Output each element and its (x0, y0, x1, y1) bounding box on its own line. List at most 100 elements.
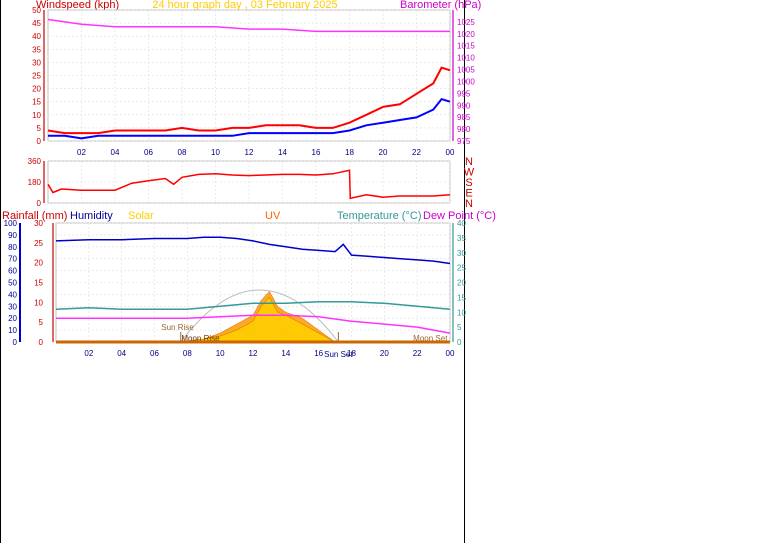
legend-entry: Temperature (°C) (337, 210, 421, 222)
direction-tick-label: 360 (28, 157, 42, 166)
compass-label: N (465, 156, 473, 168)
rainfall-tick-label: 10 (34, 298, 43, 307)
x-tick-label: 16 (314, 349, 323, 358)
humidity-tick-label: 10 (8, 326, 17, 335)
temperature-tick-label: 10 (457, 308, 466, 317)
legend-entry: UV (265, 210, 281, 222)
humidity-tick-label: 30 (8, 302, 17, 311)
windspeed-tick-label: 35 (32, 45, 41, 54)
barometer-axis-title: Barometer (hPa) (400, 0, 481, 11)
windspeed-tick-label: 5 (37, 124, 42, 133)
windspeed-tick-label: 40 (32, 32, 41, 41)
windspeed-tick-label: 15 (32, 98, 41, 107)
rainfall-tick-label: 0 (39, 338, 44, 347)
legend-entry: Humidity (70, 210, 113, 222)
humidity-tick-label: 80 (8, 243, 17, 252)
humidity-tick-labels: 0 10 20 30 40 50 60 70 80 90 100 (4, 219, 18, 347)
x-tick-label: 04 (117, 349, 126, 358)
barometer-tick-label: 1010 (457, 54, 475, 63)
barometer-tick-label: 1000 (457, 77, 475, 86)
x-tick-label: 00 (446, 148, 455, 157)
x-tick-label: 08 (183, 349, 192, 358)
x-tick-label: 20 (379, 148, 388, 157)
solar-uv-fill (179, 296, 336, 343)
windspeed-tick-label: 0 (37, 137, 42, 146)
x-tick-label: 08 (178, 148, 187, 157)
temperature-tick-label: 25 (457, 264, 466, 273)
barometer-tick-label: 1025 (457, 18, 475, 27)
x-tick-label: 16 (312, 148, 321, 157)
panel3-series-line (55, 301, 451, 311)
panel3-legend: Rainfall (mm) Humidity Solar UV Temperature … (2, 210, 496, 222)
chart-title: 24 hour graph day , 03 February 2025 (152, 0, 337, 11)
barometer-tick-label: 985 (457, 113, 471, 122)
temperature-tick-label: 40 (457, 219, 466, 228)
windspeed-tick-label: 50 (32, 6, 41, 15)
compass-label: N (465, 198, 473, 210)
humidity-tick-label: 50 (8, 279, 17, 288)
humidity-tick-label: 90 (8, 231, 17, 240)
windspeed-axis-title: Windspeed (kph) (36, 0, 119, 11)
windspeed-tick-label: 20 (32, 85, 41, 94)
rainfall-tick-label: 5 (39, 318, 44, 327)
x-tick-label: 18 (345, 148, 354, 157)
humidity-tick-label: 100 (4, 219, 18, 228)
humidity-tick-label: 60 (8, 267, 17, 276)
humidity-tick-label: 40 (8, 290, 17, 299)
windspeed-tick-labels: 0 5 10 15 20 25 30 35 40 45 50 (32, 6, 41, 146)
x-tick-label: 14 (278, 148, 287, 157)
windspeed-tick-label: 25 (32, 72, 41, 81)
windspeed-tick-label: 30 (32, 58, 41, 67)
temperature-tick-label: 35 (457, 234, 466, 243)
windspeed-tick-label: 10 (32, 111, 41, 120)
x-tick-label: 06 (150, 349, 159, 358)
sun-moon-annotations: Sun Rise Moon Rise Sun Set Moon Set (161, 323, 448, 359)
x-tick-label: 02 (77, 148, 86, 157)
annotation-label: Sun Rise (161, 323, 194, 332)
legend-entry: Dew Point (°C) (423, 210, 496, 222)
annotation-label: Sun Set (324, 350, 353, 359)
panel3-x-tick-labels: 02 04 06 08 10 12 14 16 18 20 22 00 (84, 349, 455, 358)
panel2-grid (48, 160, 451, 204)
legend-entry: Solar (128, 210, 154, 222)
x-tick-label: 20 (380, 349, 389, 358)
humidity-tick-label: 0 (13, 338, 18, 347)
rainfall-tick-labels: 0 5 10 15 20 25 30 (34, 219, 43, 347)
humidity-tick-label: 20 (8, 314, 17, 323)
barometer-tick-label: 1005 (457, 66, 475, 75)
wind-direction-tick-labels: 0 180 360 (28, 157, 42, 208)
x-tick-label: 22 (413, 349, 422, 358)
barometer-tick-label: 975 (457, 137, 471, 146)
direction-tick-label: 0 (37, 199, 42, 208)
x-tick-label: 02 (84, 349, 93, 358)
rainfall-tick-label: 15 (34, 279, 43, 288)
compass-label: W (464, 167, 475, 179)
rainfall-tick-label: 30 (34, 219, 43, 228)
sun-path-arc (180, 289, 339, 343)
panel1-series-line (48, 97, 451, 140)
barometer-tick-label: 995 (457, 89, 471, 98)
compass-label: E (465, 188, 472, 200)
panel3-series-line (56, 314, 451, 334)
barometer-tick-label: 1020 (457, 30, 475, 39)
x-tick-label: 06 (144, 148, 153, 157)
panel3-series (55, 236, 451, 334)
rainfall-tick-label: 25 (34, 239, 43, 248)
barometer-tick-label: 980 (457, 125, 471, 134)
panel1-series-line (47, 18, 450, 33)
temperature-tick-labels: 0 5 10 15 20 25 30 35 40 (457, 219, 466, 347)
x-tick-label: 00 (446, 349, 455, 358)
legend-entry: Rainfall (mm) (2, 210, 67, 222)
temperature-tick-label: 20 (457, 279, 466, 288)
humidity-tick-label: 70 (8, 255, 17, 264)
panel3-series-line (55, 236, 451, 265)
x-tick-label: 22 (412, 148, 421, 157)
panel1-x-tick-labels: 02 04 06 08 10 12 14 16 18 20 22 00 (77, 148, 455, 157)
x-tick-label: 04 (111, 148, 120, 157)
compass-label: S (465, 177, 472, 189)
rainfall-tick-label: 20 (34, 259, 43, 268)
barometer-tick-label: 990 (457, 101, 471, 110)
x-tick-label: 12 (249, 349, 258, 358)
